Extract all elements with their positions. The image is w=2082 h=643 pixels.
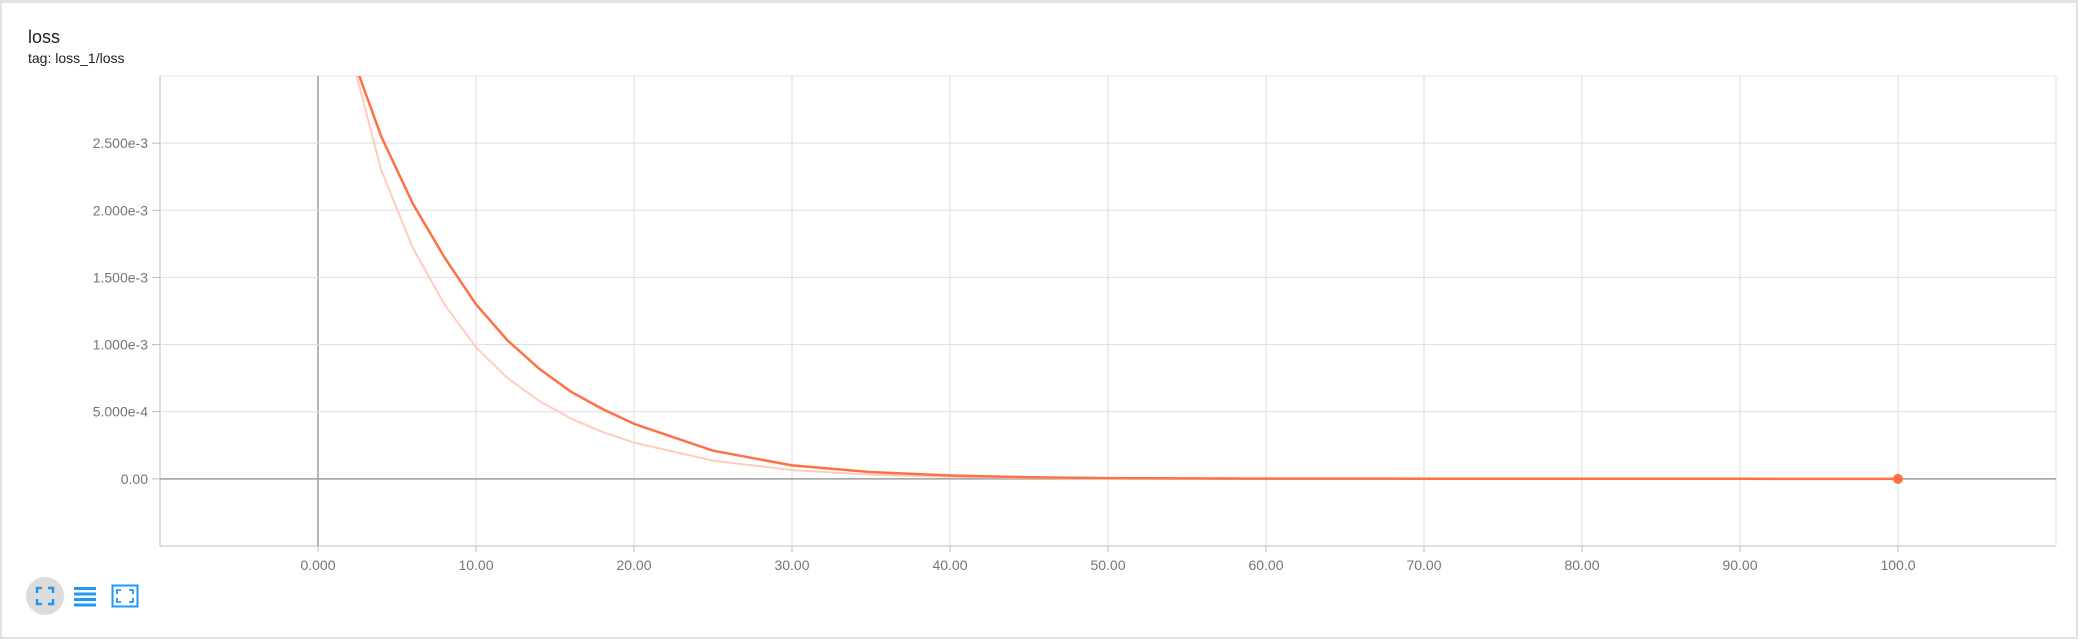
log-scale-button[interactable] <box>66 577 104 615</box>
last-point-marker <box>1893 473 1903 484</box>
expand-icon <box>111 584 139 608</box>
x-tick-label: 30.00 <box>774 557 809 573</box>
chart-tag: tag: loss_1/loss <box>28 50 125 66</box>
x-tick-label: 40.00 <box>932 557 967 573</box>
y-tick-label: 2.500e-3 <box>93 135 148 151</box>
smoothed-loss-line <box>358 76 1899 481</box>
x-tick-label: 90.00 <box>1722 557 1757 573</box>
x-tick-label: 20.00 <box>616 557 651 573</box>
fit-domain-icon <box>35 586 55 606</box>
x-tick-label: 0.000 <box>300 557 335 573</box>
raw-loss-line <box>355 76 1898 480</box>
expand-button[interactable] <box>106 577 144 615</box>
chart-title: loss <box>28 27 61 47</box>
fit-domain-button[interactable] <box>26 577 64 615</box>
y-tick-label: 2.000e-3 <box>93 202 148 218</box>
x-tick-label: 60.00 <box>1248 557 1283 573</box>
x-tick-label: 100.0 <box>1880 557 1915 573</box>
log-scale-icon <box>74 587 96 607</box>
chart-toolbar <box>26 577 146 615</box>
y-tick-label: 1.500e-3 <box>93 269 148 285</box>
x-tick-label: 80.00 <box>1564 557 1599 573</box>
x-tick-label: 50.00 <box>1090 557 1125 573</box>
y-tick-label: 1.000e-3 <box>93 337 148 353</box>
y-tick-label: 5.000e-4 <box>93 404 148 420</box>
x-tick-label: 70.00 <box>1406 557 1441 573</box>
y-tick-label: 0.00 <box>121 471 148 487</box>
x-tick-label: 10.00 <box>458 557 493 573</box>
